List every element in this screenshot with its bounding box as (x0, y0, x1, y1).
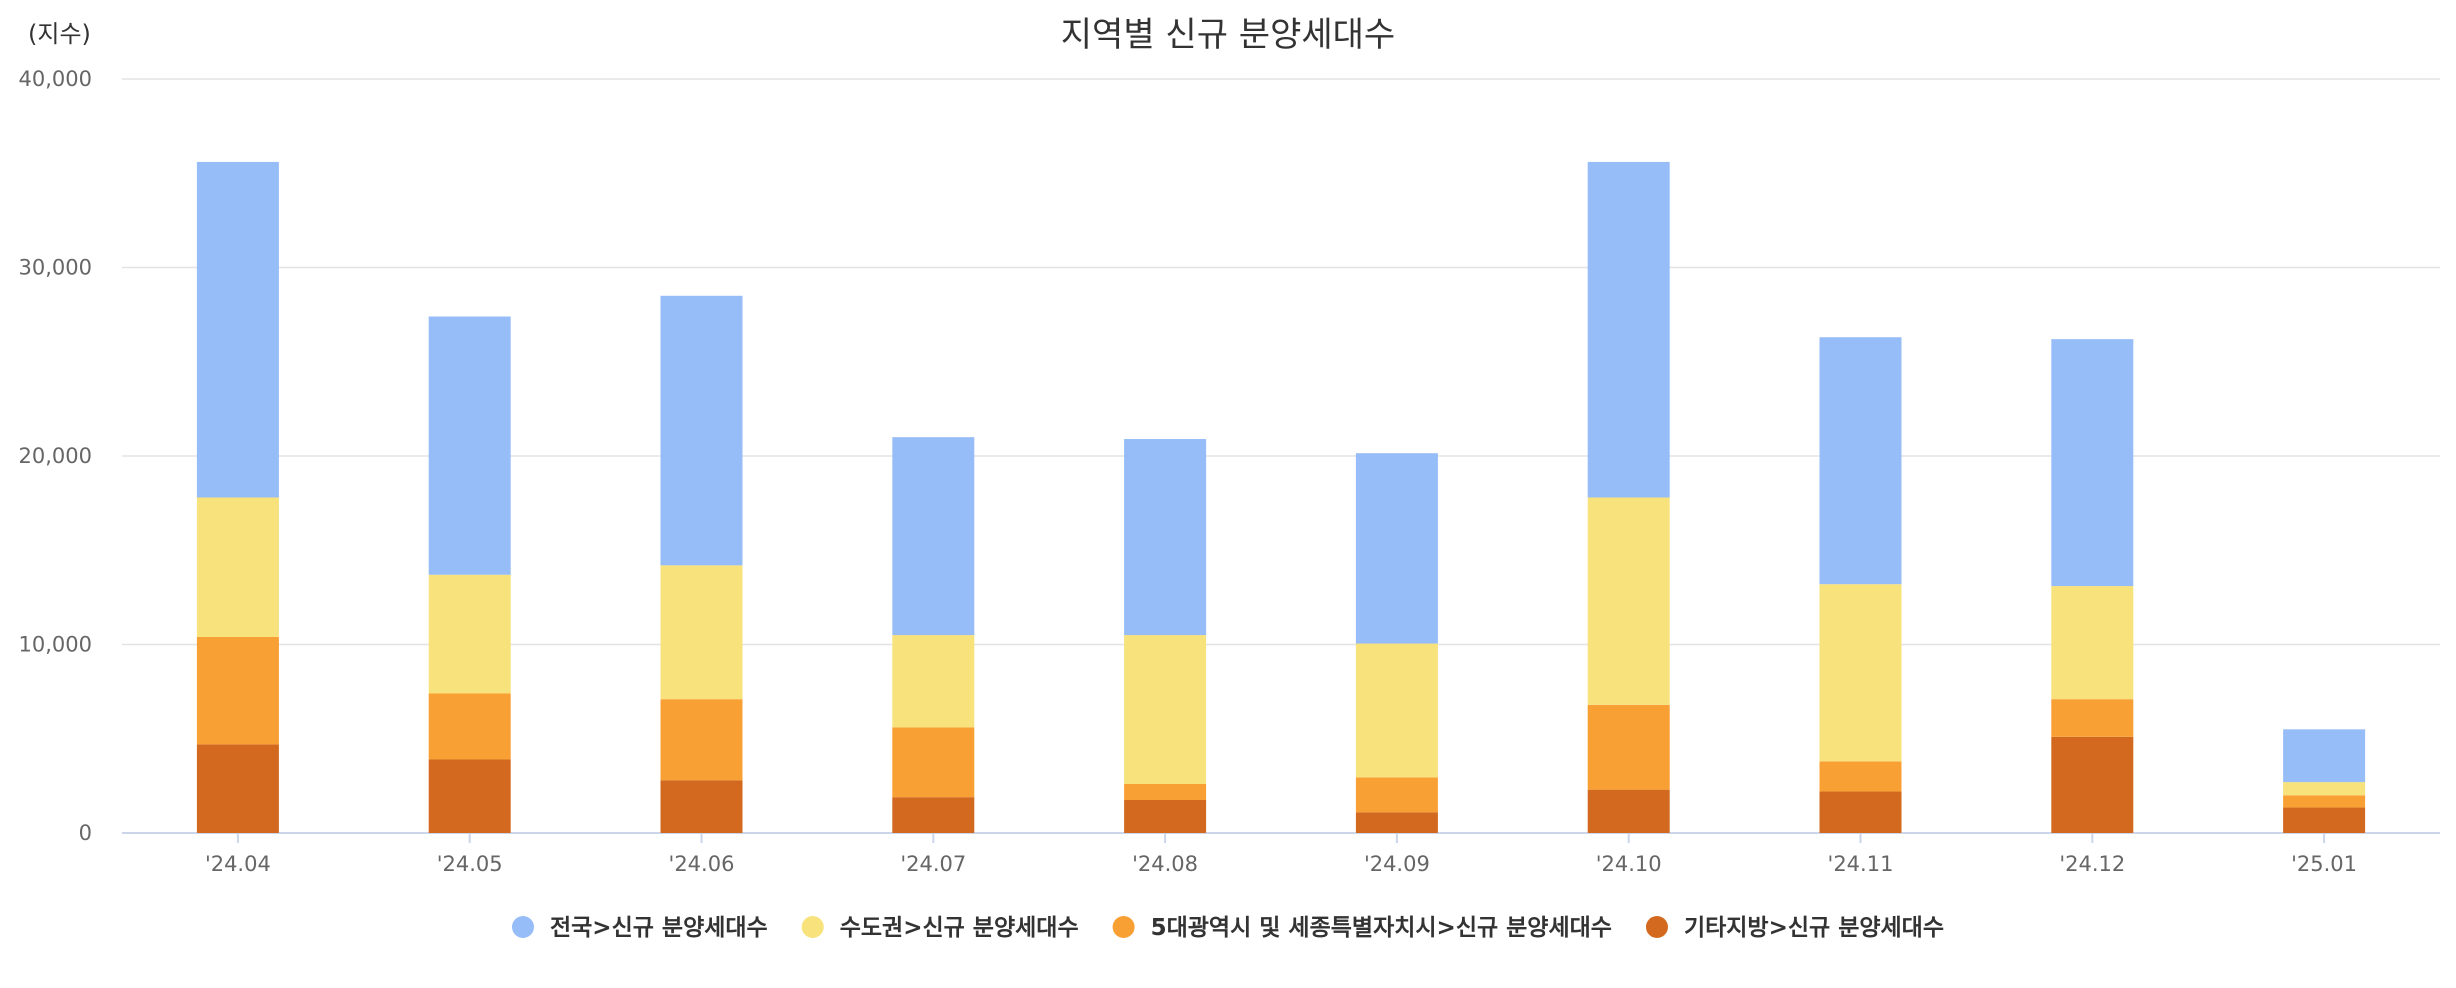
bar-segment (1819, 584, 1902, 762)
y-tick-label: 10,000 (19, 633, 92, 657)
bar-segment (428, 574, 511, 694)
bar-segment (196, 497, 279, 637)
bar-segment (1819, 791, 1902, 833)
bar-segment (892, 727, 975, 798)
bar-segment (2051, 339, 2134, 587)
bar-segment (660, 295, 743, 566)
x-tick-label: '24.05 (437, 852, 503, 876)
legend-swatch (801, 916, 824, 938)
legend-swatch (1112, 916, 1135, 938)
bar-segment (196, 744, 279, 833)
bar-segment (196, 161, 279, 498)
x-tick-label: '24.07 (900, 852, 966, 876)
bar-segment (1355, 777, 1438, 813)
bar-segment (1587, 497, 1670, 705)
y-tick-label: 30,000 (19, 256, 92, 280)
legend: 전국>신규 분양세대수 수도권>신규 분양세대수 5대광역시 및 세종특별자치시>신… (511, 915, 1944, 941)
x-tick-label: '24.08 (1132, 852, 1198, 876)
bar-segment (196, 636, 279, 745)
bar-segment (660, 565, 743, 700)
bar-segment (428, 693, 511, 760)
legend-label: 수도권>신규 분양세대수 (840, 915, 1079, 941)
bar-segment (660, 780, 743, 833)
bar-segment (1355, 453, 1438, 644)
legend-label: 기타지방>신규 분양세대수 (1684, 915, 1944, 941)
legend-label: 5대광역시 및 세종특별자치시>신규 분양세대수 (1151, 915, 1612, 941)
bars (196, 161, 2366, 833)
bar-segment (2283, 795, 2366, 808)
x-axis-ticks: '24.04 '24.05 '24.06 '24.07 '24.08 '24.09 '24.… (205, 833, 2357, 876)
legend-swatch (511, 916, 534, 938)
y-tick-label: 20,000 (19, 444, 92, 468)
bar-segment (2283, 782, 2366, 796)
bar-segment (1587, 161, 1670, 498)
bar-segment (428, 316, 511, 575)
y-tick-label: 40,000 (19, 67, 92, 91)
bar-segment (2051, 586, 2134, 700)
bar-segment (2051, 736, 2134, 833)
x-tick-label: '24.10 (1596, 852, 1662, 876)
bar-segment (428, 759, 511, 833)
legend-label: 전국>신규 분양세대수 (550, 915, 768, 941)
x-tick-label: '24.12 (2059, 852, 2125, 876)
bar-segment (2283, 807, 2366, 833)
bar-segment (1124, 635, 1207, 784)
bar-segment (1587, 704, 1670, 790)
bar-segment (2283, 729, 2366, 783)
chart-title: 지역별 신규 분양세대수 (1061, 15, 1395, 55)
x-tick-label: '24.06 (669, 852, 735, 876)
bar-segment (1355, 812, 1438, 833)
bar-segment (1124, 800, 1207, 833)
bar-segment (1819, 337, 1902, 585)
x-tick-label: '24.09 (1364, 852, 1430, 876)
bar-segment (892, 635, 975, 728)
y-axis-unit-label: (지수) (28, 20, 91, 48)
x-tick-label: '25.01 (2291, 852, 2357, 876)
y-tick-label: 0 (79, 821, 92, 845)
bar-segment (1124, 783, 1207, 801)
legend-swatch (1645, 916, 1668, 938)
bar-segment (1124, 439, 1207, 636)
bar-segment (1355, 643, 1438, 778)
bar-segment (892, 437, 975, 636)
bar-segment (660, 699, 743, 781)
bar-segment (1819, 761, 1902, 792)
bar-segment (2051, 699, 2134, 737)
y-axis-ticks: 0 10,000 20,000 30,000 40,000 (19, 67, 92, 845)
x-tick-label: '24.04 (205, 852, 271, 876)
x-tick-label: '24.11 (1828, 852, 1894, 876)
bar-segment (892, 797, 975, 833)
bar-segment (1587, 789, 1670, 833)
